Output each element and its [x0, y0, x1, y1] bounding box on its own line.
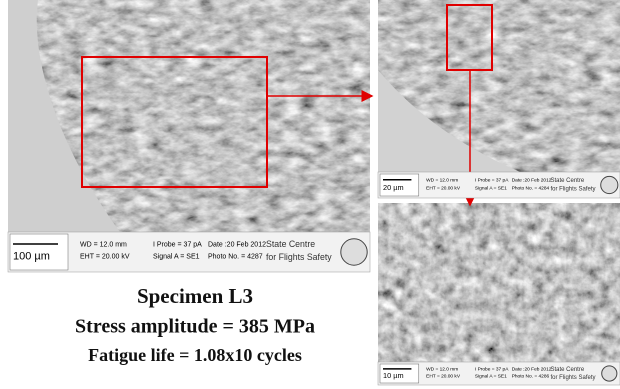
org-name: for Flights Safety: [550, 187, 595, 193]
logo: [601, 176, 618, 193]
info-text: I Probe = 37 pA: [475, 178, 509, 184]
scale-bar-label: 20 µm: [383, 183, 404, 192]
scale-bar-label: 10 µm: [383, 371, 404, 380]
info-text: Signal A = SE1: [153, 254, 200, 261]
caption-stress: Stress amplitude = 385 MPa: [75, 316, 315, 338]
info-text: Photo No. = 4287: [208, 254, 263, 261]
info-text: Photo No. = 4284: [512, 185, 550, 191]
info-text: Signal A = SE1: [475, 185, 507, 191]
logo: [602, 366, 617, 381]
info-text: Photo No. = 4286: [512, 374, 550, 380]
org-name: State Centre: [550, 367, 584, 373]
info-text: EHT = 20.00 kV: [426, 185, 461, 191]
info-text: Signal A = SE1: [475, 374, 507, 380]
info-text: WD = 12.0 mm: [426, 178, 458, 184]
scale-bar-label: 100 µm: [13, 251, 50, 263]
logo: [341, 239, 367, 265]
info-text: Date :20 Feb 2012: [512, 367, 552, 373]
info-text: EHT = 20.00 kV: [426, 374, 461, 380]
info-text: I Probe = 37 pA: [475, 367, 509, 373]
info-text: Date :20 Feb 2012: [208, 242, 266, 249]
sem-image: [378, 203, 620, 362]
org-name: for Flights Safety: [266, 252, 332, 262]
caption-life: Fatigue life = 1.08x10 cycles: [88, 345, 302, 365]
info-text: Date :20 Feb 2012: [512, 178, 552, 184]
org-name: State Centre: [266, 239, 315, 249]
caption-specimen: Specimen L3: [137, 284, 253, 308]
info-text: EHT = 20.00 kV: [80, 254, 130, 261]
org-name: State Centre: [550, 178, 584, 184]
figure: Specimen L3 Stress amplitude = 385 MPa F…: [0, 0, 620, 389]
info-text: WD = 12.0 mm: [80, 242, 127, 249]
org-name: for Flights Safety: [550, 375, 595, 381]
info-text: I Probe = 37 pA: [153, 242, 202, 249]
info-text: WD = 12.0 mm: [426, 367, 458, 373]
